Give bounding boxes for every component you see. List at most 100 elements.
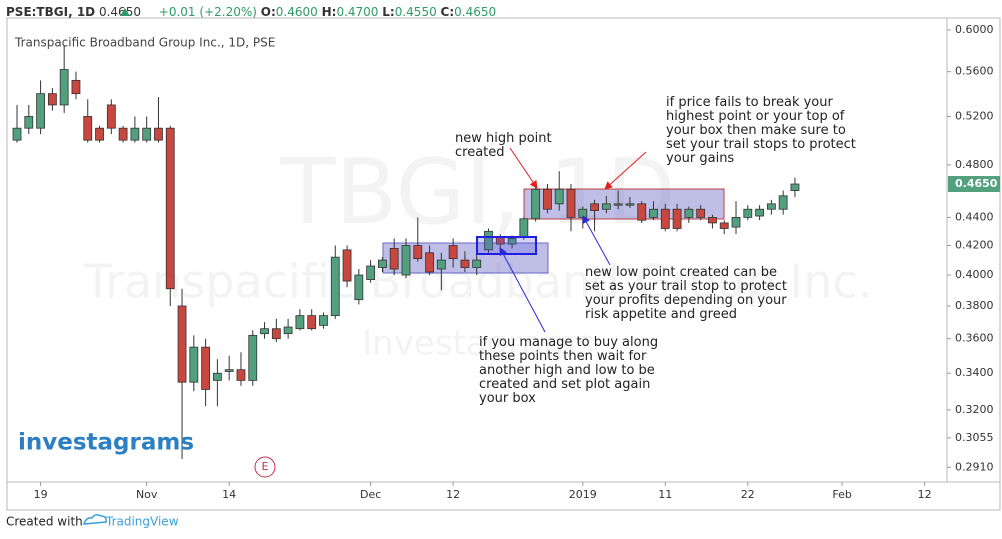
last-price-label: 0.4650 — [955, 177, 998, 190]
candle-body — [413, 245, 423, 260]
x-tick-label: 22 — [741, 488, 755, 501]
candle-body — [12, 127, 22, 141]
up-triangle — [120, 8, 130, 16]
candle-body — [684, 208, 694, 218]
ohlc-value: 0.4700 — [336, 5, 378, 19]
candle-body — [672, 208, 682, 229]
candle-body — [36, 93, 45, 129]
y-tick-label: 0.2910 — [955, 460, 994, 473]
ohlc-value: 0.4650 — [454, 5, 496, 19]
candle-body — [378, 259, 387, 268]
candle-body — [755, 208, 764, 217]
change: +0.01 (+2.20%) — [159, 5, 257, 19]
annotation: new low point created can be set as your … — [585, 265, 787, 322]
y-tick-label: 0.3600 — [955, 332, 994, 345]
y-tick-label: 0.5200 — [955, 109, 994, 122]
candle-body — [224, 369, 234, 372]
candle-body — [118, 127, 128, 141]
ohlc-label: C: — [441, 5, 455, 19]
annotation-line: highest point or your top of — [666, 109, 845, 124]
candle-body — [330, 256, 340, 317]
annotation-line: set as your trail stop to protect — [585, 279, 787, 294]
annotation: new high point created — [455, 131, 552, 160]
annotation: if price fails to break your highest poin… — [666, 95, 856, 166]
candle-body — [47, 93, 57, 106]
y-tick-label: 0.4800 — [955, 158, 994, 171]
candle-body — [519, 218, 529, 238]
candle-body — [189, 346, 199, 383]
candle-body — [248, 334, 258, 381]
ohlc-label: L: — [382, 5, 394, 19]
header: PSE:TBGI, 1D 0.4650 +0.01 (+2.20%) O: 0.4… — [6, 5, 496, 19]
candle-body — [790, 183, 800, 191]
candle-body — [83, 116, 93, 141]
x-tick-label: 11 — [658, 488, 672, 501]
candle-body — [637, 203, 647, 221]
arrow — [509, 147, 538, 189]
x-tick-label: Nov — [136, 488, 158, 501]
candle-body — [743, 208, 753, 218]
ohlc-value: 0.4550 — [395, 5, 437, 19]
y-tick-label: 0.4000 — [955, 268, 994, 281]
annotation-line: created — [455, 145, 505, 160]
candle-body — [389, 248, 399, 270]
y-tick-label: 0.4200 — [955, 239, 994, 252]
y-tick-label: 0.3800 — [955, 299, 994, 312]
candle-body — [543, 188, 552, 210]
candle-body — [708, 217, 717, 224]
arrow — [499, 247, 546, 333]
candle-body — [425, 252, 434, 273]
box — [476, 236, 537, 255]
arrow — [604, 151, 647, 190]
candle-body — [24, 116, 34, 129]
annotation: if you manage to buy along these points t… — [479, 335, 658, 406]
candle-body — [507, 237, 517, 245]
candle-body — [201, 346, 211, 390]
candle-body — [283, 326, 293, 335]
x-tick-label: Dec — [360, 488, 381, 501]
candle-body — [106, 104, 116, 129]
candle-body — [590, 203, 599, 211]
annotation-line: created and set plot again — [479, 377, 650, 392]
candle-body — [625, 203, 635, 206]
candle-body — [460, 259, 470, 268]
annotation-line: set your trail stops to protect — [666, 137, 856, 152]
symbol: PSE:TBGI, 1D — [6, 5, 95, 19]
candle-body — [165, 127, 175, 290]
x-tick-label: 12 — [446, 488, 460, 501]
candle-body — [696, 208, 706, 218]
annotation-line: your box then make sure to — [666, 123, 846, 138]
candle-body — [601, 203, 611, 210]
candle-body — [766, 203, 776, 210]
y-tick-label: 0.3055 — [955, 431, 994, 444]
ohlc-label: O: — [261, 5, 276, 19]
candle-body — [95, 127, 104, 141]
last: 0.4650 — [99, 5, 141, 19]
annotation-line: risk appetite and greed — [585, 307, 737, 322]
x-tick-label: 14 — [222, 488, 236, 501]
annotation-line: new low point created can be — [585, 265, 777, 280]
annotation-line: if price fails to break your — [666, 95, 833, 110]
annotation-line: your gains — [666, 151, 734, 166]
y-tick-label: 0.6000 — [955, 23, 994, 36]
candle-body — [649, 208, 658, 218]
tv-logo — [82, 514, 107, 525]
candle-body — [236, 369, 246, 381]
event-marker[interactable]: E — [262, 460, 269, 473]
arrow — [582, 215, 611, 266]
candle-body — [531, 188, 541, 220]
candle-body — [448, 245, 458, 260]
box — [523, 188, 725, 220]
candle-body — [319, 315, 328, 326]
watermark-brand: Investagrams — [362, 324, 594, 364]
candle-body — [366, 265, 376, 280]
candle-body — [342, 249, 352, 282]
candle-body — [71, 79, 81, 95]
x-tick-label: Feb — [832, 488, 851, 501]
x-tick-label: 19 — [34, 488, 48, 501]
candle-body — [271, 328, 281, 340]
candle-body — [401, 245, 411, 276]
footer-brand[interactable]: TradingView — [105, 515, 179, 529]
candle-body — [719, 222, 729, 229]
annotation-line: another high and low to be — [479, 363, 655, 378]
